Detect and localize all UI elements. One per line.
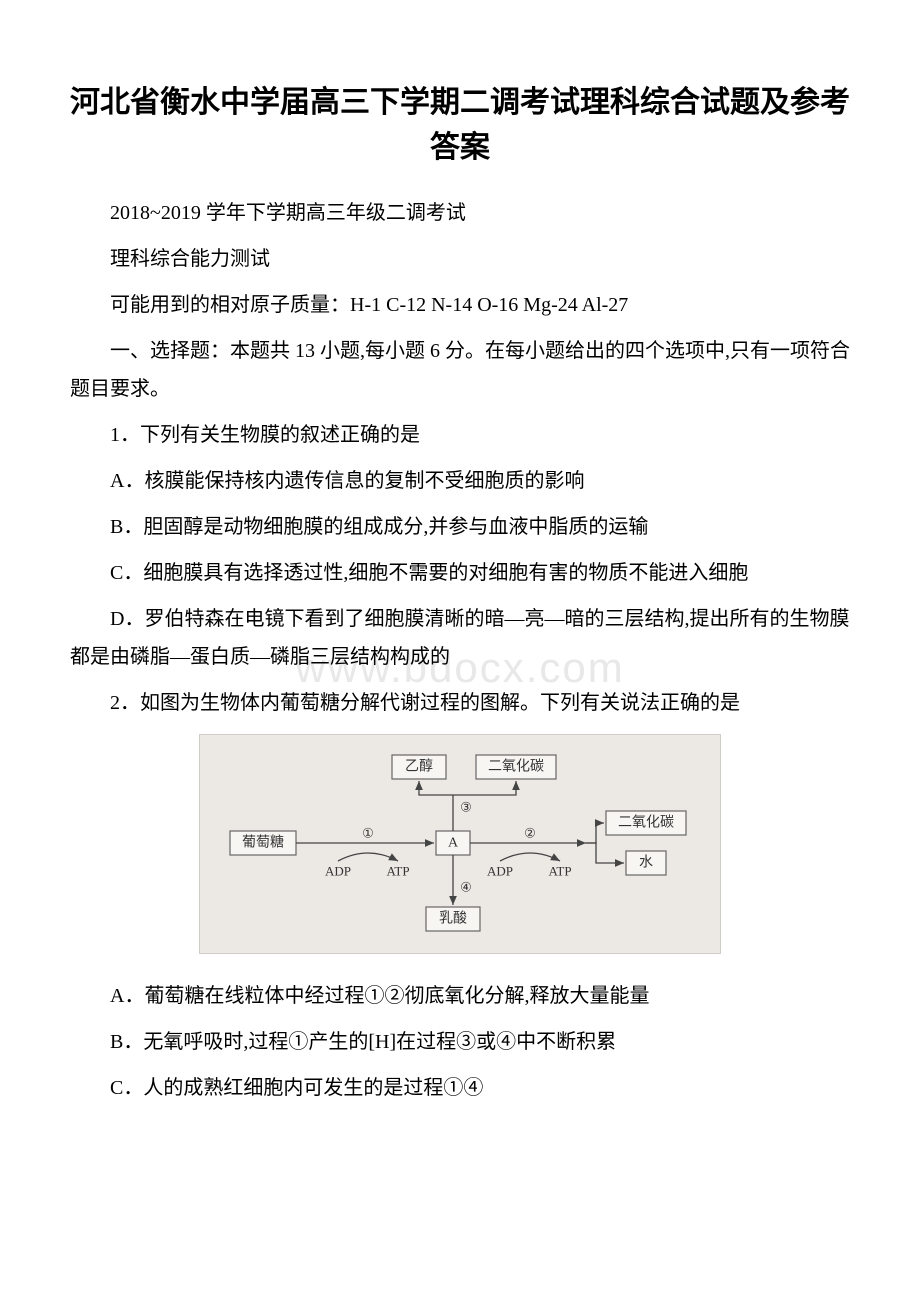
node-lactic-label: 乳酸 xyxy=(439,911,467,927)
q1-option-d: D．罗伯特森在电镜下看到了细胞膜清晰的暗—亮—暗的三层结构,提出所有的生物膜都是… xyxy=(70,600,850,676)
q1-option-a: A．核膜能保持核内遗传信息的复制不受细胞质的影响 xyxy=(70,462,850,500)
label-circ-2: ② xyxy=(524,826,536,841)
q2-option-c: C．人的成熟红细胞内可发生的是过程①④ xyxy=(70,1069,850,1107)
q1-stem: 1．下列有关生物膜的叙述正确的是 xyxy=(70,416,850,454)
node-ethanol-label: 乙醇 xyxy=(405,758,433,775)
label-atp-1: ATP xyxy=(386,864,409,879)
q2-option-b: B．无氧呼吸时,过程①产生的[H]在过程③或④中不断积累 xyxy=(70,1023,850,1061)
arrow-2-water xyxy=(586,843,624,863)
metabolism-diagram-svg: 葡萄糖 乙醇 二氧化碳 A 二氧化碳 水 乳酸 xyxy=(220,751,700,937)
label-circ-4: ④ xyxy=(460,880,472,895)
q2-diagram: 葡萄糖 乙醇 二氧化碳 A 二氧化碳 水 乳酸 xyxy=(199,734,721,954)
label-atp-2: ATP xyxy=(548,864,571,879)
q2-stem: 2．如图为生物体内葡萄糖分解代谢过程的图解。下列有关说法正确的是 xyxy=(70,684,850,722)
arrow-2-co2 xyxy=(586,823,604,843)
document-content: 河北省衡水中学届高三下学期二调考试理科综合试题及参考答案 2018~2019 学… xyxy=(70,80,850,1107)
arrow-3-co2 xyxy=(453,781,516,795)
q1-option-c: C．细胞膜具有选择透过性,细胞不需要的对细胞有害的物质不能进入细胞 xyxy=(70,554,850,592)
node-a-label: A xyxy=(448,836,459,851)
q1-option-b: B．胆固醇是动物细胞膜的组成成分,并参与血液中脂质的运输 xyxy=(70,508,850,546)
node-co2-right-label: 二氧化碳 xyxy=(618,815,674,831)
node-glucose-label: 葡萄糖 xyxy=(242,835,284,851)
section-1-heading: 一、选择题：本题共 13 小题,每小题 6 分。在每小题给出的四个选项中,只有一… xyxy=(70,332,850,408)
label-circ-3: ③ xyxy=(460,800,472,815)
label-adp-1: ADP xyxy=(325,864,351,879)
q2-option-a: A．葡萄糖在线粒体中经过程①②彻底氧化分解,释放大量能量 xyxy=(70,977,850,1015)
arrow-3-ethanol xyxy=(419,781,453,795)
adp-atp-2 xyxy=(500,853,560,861)
q2-diagram-container: 葡萄糖 乙醇 二氧化碳 A 二氧化碳 水 乳酸 xyxy=(70,734,850,959)
node-co2-top-label: 二氧化碳 xyxy=(488,759,544,775)
document-title: 河北省衡水中学届高三下学期二调考试理科综合试题及参考答案 xyxy=(70,80,850,170)
atomic-masses: 可能用到的相对原子质量：H-1 C-12 N-14 O-16 Mg-24 Al-… xyxy=(70,286,850,324)
node-water-label: 水 xyxy=(639,855,653,871)
subtitle-line-2: 理科综合能力测试 xyxy=(70,240,850,278)
label-circ-1: ① xyxy=(362,826,374,841)
label-adp-2: ADP xyxy=(487,864,513,879)
subtitle-line-1: 2018~2019 学年下学期高三年级二调考试 xyxy=(70,194,850,232)
adp-atp-1 xyxy=(338,853,398,861)
